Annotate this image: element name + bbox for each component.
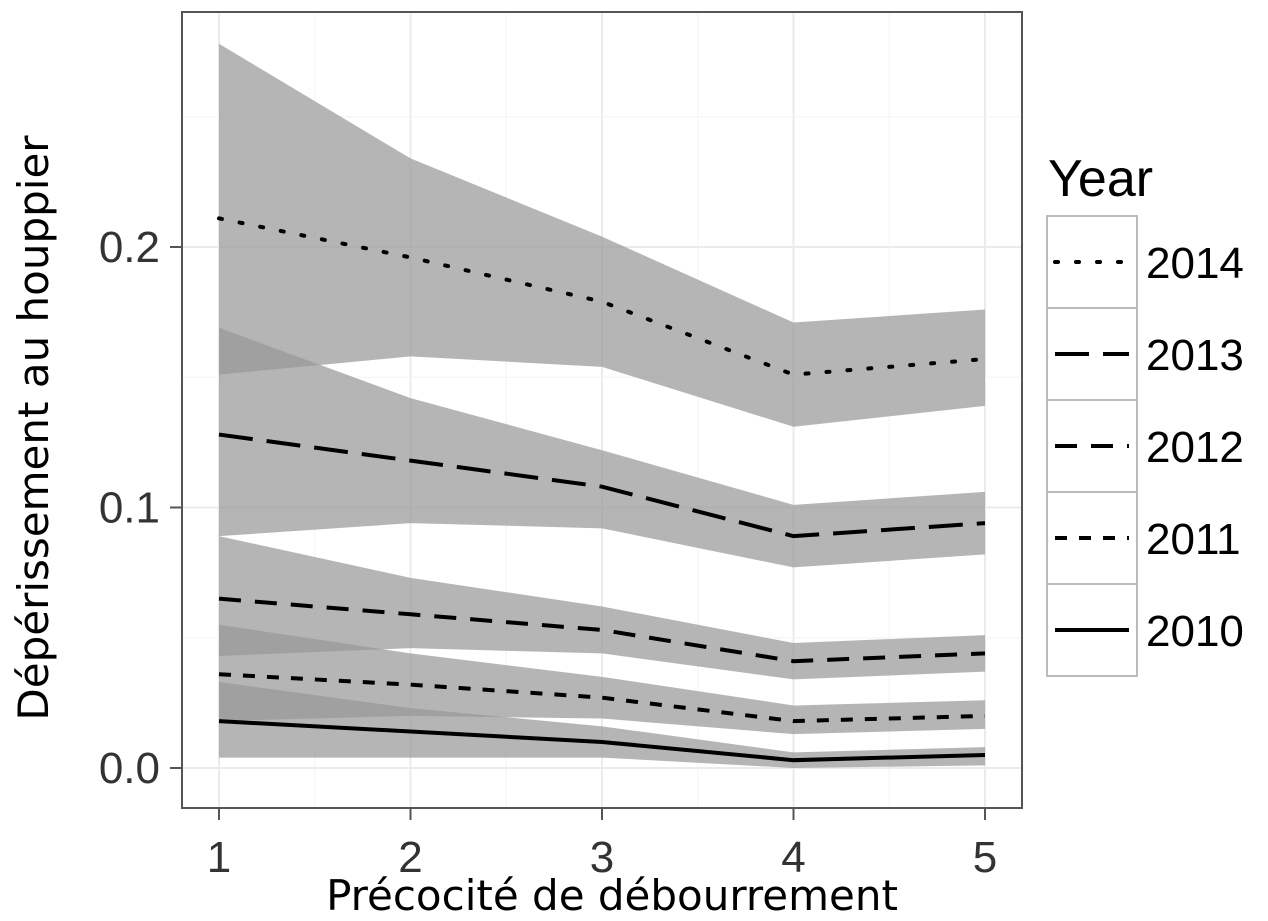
x-axis-title: Précocité de débourrement — [326, 871, 898, 920]
x-tick-label: 2 — [398, 833, 422, 882]
legend-label-2011: 2011 — [1146, 515, 1241, 564]
legend-key-2014 — [1046, 215, 1138, 309]
line-series-2010 — [218, 719, 986, 763]
y-tick-label: 0.1 — [99, 484, 160, 533]
confidence-band-2010 — [219, 682, 985, 768]
line-series-2011 — [218, 672, 986, 724]
legend-label-2012: 2012 — [1146, 423, 1244, 472]
axes: 1 2 3 4 5 0.0 0.1 0.2 — [99, 223, 997, 882]
x-tick-label: 1 — [207, 833, 231, 882]
legend-title: Year — [1048, 150, 1153, 208]
line-series-2014 — [217, 216, 987, 377]
series-lines — [217, 216, 987, 763]
y-tick-label: 0.0 — [99, 744, 160, 793]
confidence-band-2012 — [219, 536, 985, 680]
legend: Year 2014 2013 2012 2011 2010 — [1046, 150, 1244, 677]
confidence-band-2013 — [219, 327, 985, 568]
legend-label-2014: 2014 — [1146, 239, 1244, 288]
x-tick-label: 5 — [973, 833, 997, 882]
line-series-2013 — [218, 432, 986, 539]
confidence-band-2011 — [219, 624, 985, 735]
confidence-band-2014 — [219, 43, 985, 427]
legend-label-2013: 2013 — [1146, 331, 1244, 380]
y-axis-title: Dépérissement au houppier — [9, 135, 58, 721]
x-tick-label: 4 — [781, 833, 805, 882]
line-series-2012 — [218, 596, 986, 664]
x-tick-label: 3 — [590, 833, 614, 882]
confidence-bands — [219, 43, 985, 768]
legend-label-2010: 2010 — [1146, 607, 1244, 656]
y-tick-label: 0.2 — [99, 223, 160, 272]
